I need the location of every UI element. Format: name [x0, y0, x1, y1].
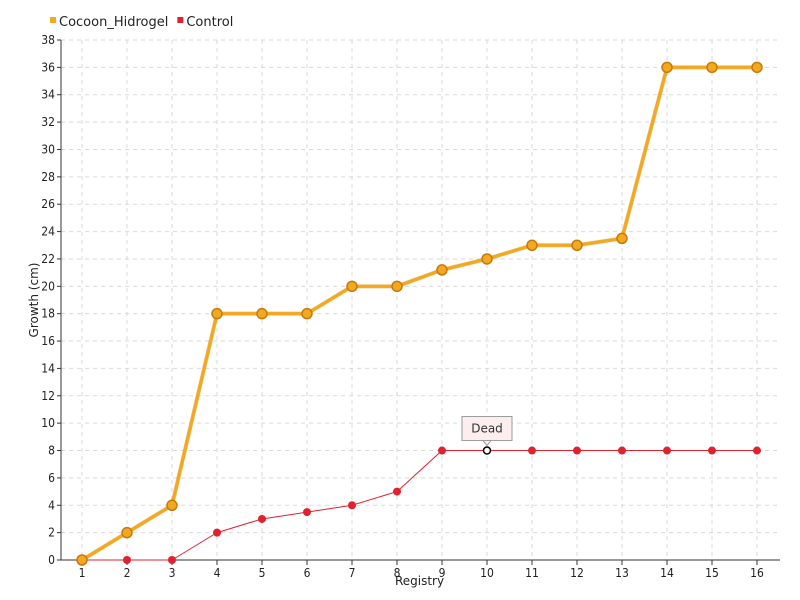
data-point[interactable]	[123, 556, 131, 564]
x-tick-label: 8	[394, 566, 401, 580]
x-tick-label: 14	[660, 566, 674, 580]
y-tick-label: 30	[41, 142, 55, 156]
series-line-cocoon-hidrogel	[81, 65, 757, 562]
data-point[interactable]	[393, 487, 401, 496]
x-tick-label: 2	[124, 566, 131, 580]
y-tick-label: 2	[48, 526, 55, 540]
grid	[61, 39, 780, 560]
annotation-pointer	[481, 440, 493, 447]
x-tick-label: 7	[349, 566, 356, 580]
y-tick-label: 14	[41, 361, 55, 375]
data-point[interactable]	[168, 556, 176, 564]
data-point[interactable]	[573, 446, 581, 455]
legend-swatch	[50, 17, 56, 23]
data-point[interactable]	[708, 446, 716, 455]
y-tick-label: 26	[41, 197, 55, 211]
y-tick-label: 20	[41, 279, 55, 293]
y-tick-label: 28	[41, 170, 55, 184]
data-point[interactable]	[303, 508, 311, 517]
data-point[interactable]	[76, 554, 88, 566]
data-point[interactable]	[348, 501, 356, 510]
legend-item-cocoon-hidrogel[interactable]: Cocoon_Hidrogel	[50, 15, 168, 30]
axes	[60, 40, 780, 561]
data-point[interactable]	[166, 499, 178, 512]
data-point[interactable]	[706, 61, 718, 74]
x-tick-label: 4	[214, 566, 221, 580]
x-tick-label: 9	[439, 566, 446, 580]
annotation-callout: Dead	[461, 416, 513, 447]
data-point[interactable]	[663, 446, 671, 455]
data-point[interactable]	[256, 307, 268, 320]
data-point[interactable]	[121, 526, 133, 539]
legend-item-control[interactable]: Control	[177, 15, 233, 30]
data-point[interactable]	[661, 61, 673, 74]
y-tick-label: 10	[41, 416, 55, 430]
legend-label: Cocoon_Hidrogel	[59, 15, 168, 30]
data-point[interactable]	[481, 253, 493, 265]
y-tick-label: 36	[41, 60, 55, 74]
x-tick-label: 15	[705, 566, 719, 580]
annotations: Dead	[461, 416, 513, 447]
x-tick-label: 10	[480, 566, 494, 580]
x-tick-label: 11	[525, 566, 539, 580]
series-control	[78, 446, 761, 564]
y-tick-label: 4	[48, 498, 55, 512]
data-point[interactable]	[438, 446, 446, 455]
y-tick-label: 18	[41, 307, 55, 321]
y-tick-label: 16	[41, 334, 55, 348]
data-point[interactable]	[526, 239, 538, 252]
data-point-highlighted[interactable]	[482, 446, 492, 455]
x-tick-label: 12	[570, 566, 584, 580]
y-axis-title: Growth (cm)	[27, 263, 41, 338]
y-tick-label: 24	[41, 225, 55, 239]
annotation-label: Dead	[471, 422, 503, 436]
x-tick-label: 5	[259, 566, 266, 580]
series-line-control	[82, 450, 757, 561]
y-tick-label: 22	[41, 252, 55, 266]
data-point[interactable]	[301, 307, 313, 320]
series-cocoon-hidrogel	[76, 61, 763, 566]
data-point[interactable]	[528, 446, 536, 455]
data-point[interactable]	[346, 280, 358, 293]
data-point[interactable]	[753, 446, 761, 455]
data-point[interactable]	[618, 446, 626, 455]
data-point[interactable]	[571, 239, 583, 252]
y-tick-label: 8	[48, 444, 55, 458]
x-axis-title: Registry	[395, 574, 444, 588]
x-tick-label: 13	[615, 566, 629, 580]
y-tick-label: 0	[48, 553, 55, 567]
x-tick-label: 16	[750, 566, 764, 580]
x-axis-ticks: 1 2 3 4 5 6 7 8 9 10 11 12 13 14 15 16	[79, 560, 764, 580]
data-point[interactable]	[213, 528, 221, 537]
x-tick-label: 6	[304, 566, 311, 580]
legend-label: Control	[186, 15, 233, 30]
y-tick-label: 12	[41, 389, 55, 403]
data-point[interactable]	[616, 232, 628, 245]
y-tick-label: 34	[41, 88, 55, 102]
legend-swatch	[177, 17, 184, 23]
y-tick-label: 6	[48, 471, 55, 485]
annotation-box	[461, 416, 513, 442]
y-tick-label: 38	[41, 33, 55, 47]
x-tick-label: 1	[79, 566, 86, 580]
data-point[interactable]	[436, 264, 448, 276]
data-point[interactable]	[751, 61, 763, 74]
series-layer	[76, 61, 763, 566]
data-point[interactable]	[258, 514, 266, 523]
y-tick-label: 32	[41, 115, 55, 129]
data-point[interactable]	[211, 307, 223, 320]
legend[interactable]: Cocoon_Hidrogel Control	[50, 15, 233, 30]
data-point[interactable]	[391, 280, 403, 293]
x-tick-label: 3	[169, 566, 176, 580]
